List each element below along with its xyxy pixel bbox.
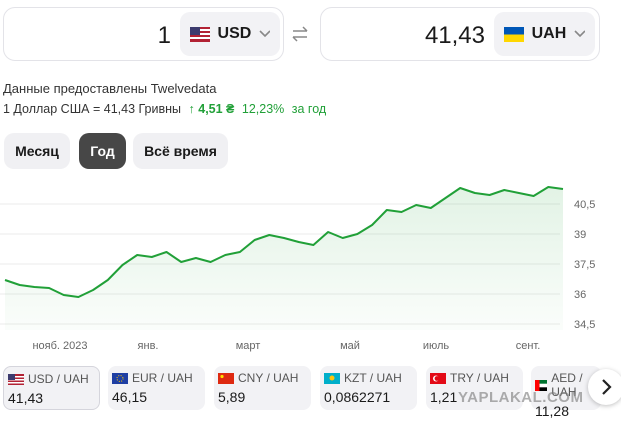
pair-label: CNY / UAH (238, 371, 299, 385)
from-box[interactable]: 1 USD (3, 7, 284, 61)
x-tick-label: май (340, 340, 360, 352)
x-tick-label: нояб. 2023 (32, 340, 87, 352)
flag (8, 373, 24, 385)
source: Данные предоставлены Twelvedata (3, 81, 217, 96)
to-currency[interactable]: UAH (494, 12, 595, 56)
rate-percent: 12,23% (241, 102, 285, 116)
rate-text: 1 Доллар США = 41,43 Гривны (3, 102, 182, 116)
chevron (259, 30, 270, 38)
flag-us (190, 26, 210, 42)
card-rate: 0,0862271 (324, 389, 391, 405)
y-tick-label: 34,5 (574, 319, 595, 331)
rate-card[interactable]: USD / UAH 41,43 (3, 366, 100, 410)
x-tick-label: янв. (138, 340, 159, 352)
area (5, 187, 563, 330)
card-rate: 11,28 (535, 403, 569, 419)
pair-label: EUR / UAH (132, 371, 193, 385)
card-pair: USD / UAH (8, 372, 95, 386)
chart: 34,5 36 37,5 39 40,5 нояб. 2023 янв. март май июл… (0, 186, 595, 352)
flag (535, 379, 548, 391)
card-rate: 1,21 (430, 389, 458, 405)
x-tick-label: март (236, 340, 261, 352)
currency-code: UAH (531, 25, 567, 42)
x-tick-label: июль (423, 340, 450, 352)
card-pair: AED / UAH (535, 371, 597, 399)
flag (218, 372, 234, 384)
x-tick-label: сент. (516, 340, 541, 352)
pair-label: TRY / UAH (450, 371, 509, 385)
period-button[interactable]: Год (79, 133, 126, 169)
rate-card[interactable]: TRY / UAH 1,21 (426, 366, 523, 410)
rate-line: 1 Доллар США = 41,43 Гривны ↑ 4,51 ₴ 12,… (3, 102, 326, 116)
flag-ua (504, 26, 524, 42)
pair-label: AED / UAH (551, 371, 583, 399)
period-button[interactable]: Всё время (133, 133, 228, 169)
card-pair: TRY / UAH (430, 371, 519, 385)
card-rate: 41,43 (8, 390, 44, 406)
to-box[interactable]: 41,43 UAH (320, 7, 600, 61)
from-amount[interactable]: 1 (157, 22, 171, 49)
currency-code: USD (217, 25, 252, 42)
rate-card[interactable]: CNY / UAH 5,89 (214, 366, 311, 410)
watermark: YAPLAKAL.COM (458, 389, 584, 406)
chevron (574, 30, 585, 38)
card-rate: 5,89 (218, 389, 246, 405)
y-tick-label: 36 (574, 289, 586, 301)
rate-card[interactable]: EUR / UAH 46,15 (108, 366, 205, 410)
line (4, 186, 564, 298)
y-tick-label: 40,5 (574, 199, 595, 211)
from-currency[interactable]: USD (180, 12, 280, 56)
flag (324, 372, 340, 384)
card-pair: CNY / UAH (218, 371, 307, 385)
y-tick-label: 39 (574, 229, 586, 241)
card-pair: KZT / UAH (324, 371, 413, 385)
next-button[interactable] (588, 369, 621, 405)
period-button[interactable]: Месяц (4, 133, 70, 169)
flag (112, 372, 128, 384)
card-pair: EUR / UAH (112, 371, 201, 385)
y-tick-label: 37,5 (574, 259, 595, 271)
rate-period: за год (291, 102, 327, 116)
pair-label: USD / UAH (28, 372, 89, 386)
rate-change: ↑ 4,51 ₴ (188, 102, 235, 116)
swap-icon[interactable] (290, 24, 310, 44)
pair-label: KZT / UAH (344, 371, 402, 385)
flag (430, 372, 446, 384)
rate-card[interactable]: KZT / UAH 0,0862271 (320, 366, 417, 410)
card-rate: 46,15 (112, 389, 148, 405)
to-amount[interactable]: 41,43 (424, 22, 485, 49)
next-arrow (602, 379, 612, 395)
